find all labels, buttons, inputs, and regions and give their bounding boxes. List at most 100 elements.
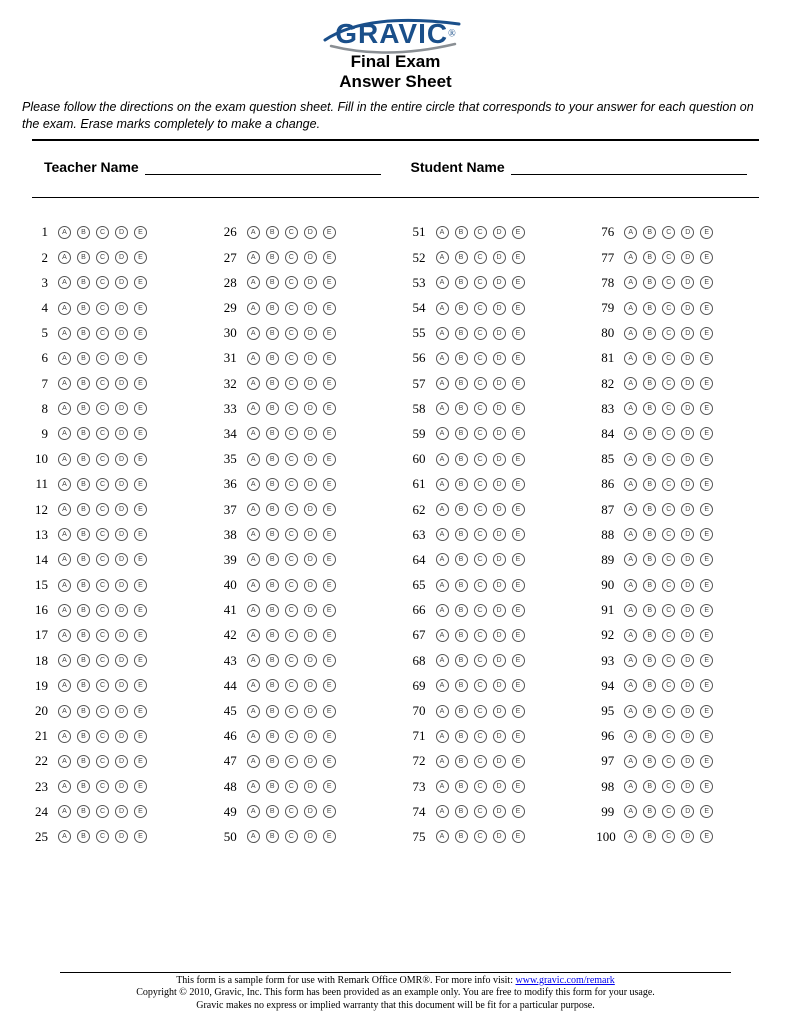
answer-bubble[interactable]: E (512, 276, 525, 289)
answer-bubble[interactable]: E (512, 503, 525, 516)
answer-bubble[interactable]: E (134, 705, 147, 718)
answer-bubble[interactable]: E (323, 579, 336, 592)
answer-bubble[interactable]: B (266, 453, 279, 466)
answer-bubble[interactable]: B (77, 730, 90, 743)
answer-bubble[interactable]: E (512, 629, 525, 642)
answer-bubble[interactable]: D (681, 327, 694, 340)
answer-bubble[interactable]: D (115, 226, 128, 239)
answer-bubble[interactable]: B (266, 327, 279, 340)
answer-bubble[interactable]: D (493, 579, 506, 592)
answer-bubble[interactable]: E (512, 377, 525, 390)
answer-bubble[interactable]: C (662, 528, 675, 541)
answer-bubble[interactable]: C (285, 427, 298, 440)
answer-bubble[interactable]: D (681, 755, 694, 768)
answer-bubble[interactable]: A (247, 302, 260, 315)
answer-bubble[interactable]: A (58, 302, 71, 315)
answer-bubble[interactable]: C (474, 427, 487, 440)
answer-bubble[interactable]: C (285, 327, 298, 340)
answer-bubble[interactable]: A (436, 528, 449, 541)
answer-bubble[interactable]: D (115, 830, 128, 843)
answer-bubble[interactable]: D (304, 755, 317, 768)
answer-bubble[interactable]: A (58, 604, 71, 617)
answer-bubble[interactable]: D (115, 327, 128, 340)
answer-bubble[interactable]: A (58, 780, 71, 793)
answer-bubble[interactable]: E (134, 503, 147, 516)
student-name-input-line[interactable] (511, 159, 747, 175)
answer-bubble[interactable]: C (474, 453, 487, 466)
answer-bubble[interactable]: E (700, 251, 713, 264)
answer-bubble[interactable]: C (96, 226, 109, 239)
answer-bubble[interactable]: A (436, 226, 449, 239)
answer-bubble[interactable]: C (662, 478, 675, 491)
answer-bubble[interactable]: C (96, 251, 109, 264)
answer-bubble[interactable]: A (58, 730, 71, 743)
answer-bubble[interactable]: D (115, 478, 128, 491)
answer-bubble[interactable]: B (643, 579, 656, 592)
answer-bubble[interactable]: C (96, 528, 109, 541)
answer-bubble[interactable]: D (304, 226, 317, 239)
answer-bubble[interactable]: D (304, 654, 317, 667)
answer-bubble[interactable]: B (77, 226, 90, 239)
answer-bubble[interactable]: C (662, 705, 675, 718)
answer-bubble[interactable]: B (455, 276, 468, 289)
answer-bubble[interactable]: B (455, 553, 468, 566)
answer-bubble[interactable]: E (512, 755, 525, 768)
answer-bubble[interactable]: D (681, 830, 694, 843)
answer-bubble[interactable]: E (512, 579, 525, 592)
answer-bubble[interactable]: A (436, 654, 449, 667)
answer-bubble[interactable]: D (115, 755, 128, 768)
answer-bubble[interactable]: E (134, 453, 147, 466)
answer-bubble[interactable]: D (304, 604, 317, 617)
answer-bubble[interactable]: A (624, 654, 637, 667)
answer-bubble[interactable]: A (247, 503, 260, 516)
answer-bubble[interactable]: B (643, 352, 656, 365)
answer-bubble[interactable]: A (58, 553, 71, 566)
answer-bubble[interactable]: D (681, 629, 694, 642)
answer-bubble[interactable]: A (624, 302, 637, 315)
answer-bubble[interactable]: A (624, 276, 637, 289)
answer-bubble[interactable]: B (455, 805, 468, 818)
answer-bubble[interactable]: E (512, 402, 525, 415)
answer-bubble[interactable]: D (681, 730, 694, 743)
answer-bubble[interactable]: E (323, 629, 336, 642)
answer-bubble[interactable]: D (304, 276, 317, 289)
answer-bubble[interactable]: A (436, 730, 449, 743)
answer-bubble[interactable]: D (493, 755, 506, 768)
answer-bubble[interactable]: E (323, 528, 336, 541)
answer-bubble[interactable]: D (681, 478, 694, 491)
answer-bubble[interactable]: C (285, 478, 298, 491)
answer-bubble[interactable]: D (681, 705, 694, 718)
answer-bubble[interactable]: C (474, 604, 487, 617)
answer-bubble[interactable]: C (285, 276, 298, 289)
answer-bubble[interactable]: A (247, 352, 260, 365)
answer-bubble[interactable]: C (285, 654, 298, 667)
answer-bubble[interactable]: B (77, 679, 90, 692)
answer-bubble[interactable]: A (247, 276, 260, 289)
answer-bubble[interactable]: B (77, 402, 90, 415)
answer-bubble[interactable]: E (323, 805, 336, 818)
answer-bubble[interactable]: E (134, 226, 147, 239)
answer-bubble[interactable]: C (285, 453, 298, 466)
answer-bubble[interactable]: C (662, 226, 675, 239)
answer-bubble[interactable]: C (96, 705, 109, 718)
answer-bubble[interactable]: A (247, 553, 260, 566)
answer-bubble[interactable]: A (58, 402, 71, 415)
answer-bubble[interactable]: E (134, 553, 147, 566)
answer-bubble[interactable]: D (115, 251, 128, 264)
answer-bubble[interactable]: B (643, 478, 656, 491)
answer-bubble[interactable]: E (512, 226, 525, 239)
answer-bubble[interactable]: B (643, 276, 656, 289)
answer-bubble[interactable]: C (96, 302, 109, 315)
answer-bubble[interactable]: B (455, 302, 468, 315)
answer-bubble[interactable]: A (247, 679, 260, 692)
answer-bubble[interactable]: E (323, 679, 336, 692)
answer-bubble[interactable]: E (134, 302, 147, 315)
answer-bubble[interactable]: B (643, 604, 656, 617)
answer-bubble[interactable]: D (493, 226, 506, 239)
answer-bubble[interactable]: A (624, 251, 637, 264)
answer-bubble[interactable]: B (77, 327, 90, 340)
answer-bubble[interactable]: D (115, 453, 128, 466)
answer-bubble[interactable]: C (474, 352, 487, 365)
answer-bubble[interactable]: D (681, 553, 694, 566)
answer-bubble[interactable]: B (77, 276, 90, 289)
